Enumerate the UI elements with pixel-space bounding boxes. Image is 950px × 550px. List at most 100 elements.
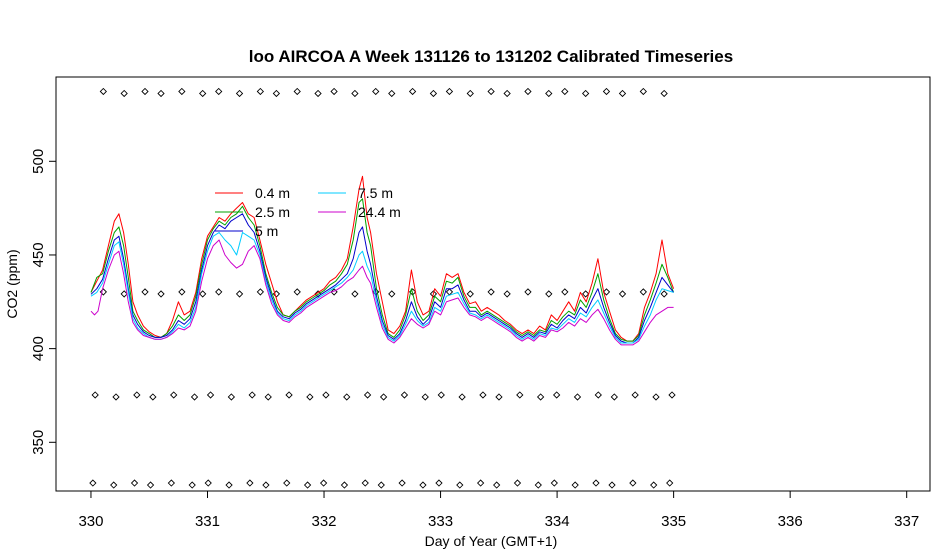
reference-marker xyxy=(666,479,674,487)
reference-marker xyxy=(629,479,637,487)
x-tick-label: 335 xyxy=(661,513,686,530)
reference-marker xyxy=(178,288,186,296)
reference-marker xyxy=(652,393,660,401)
reference-marker xyxy=(262,481,270,489)
reference-marker xyxy=(545,89,553,98)
reference-marker xyxy=(110,481,118,489)
series-line xyxy=(90,213,674,344)
series-line xyxy=(90,232,674,344)
reference-marker xyxy=(246,479,254,487)
reference-marker xyxy=(204,479,212,487)
legend-label: 2.5 m xyxy=(255,204,290,220)
reference-marker xyxy=(351,290,359,298)
reference-marker xyxy=(170,391,178,399)
reference-marker xyxy=(456,481,464,489)
reference-marker xyxy=(592,479,600,487)
reference-marker xyxy=(363,391,372,399)
reference-marker xyxy=(303,481,312,489)
reference-marker xyxy=(516,391,524,399)
x-tick-label: 330 xyxy=(78,513,103,530)
reference-marker xyxy=(215,288,223,296)
reference-marker xyxy=(314,89,322,98)
reference-marker xyxy=(602,288,611,296)
reference-marker xyxy=(466,290,474,298)
reference-marker xyxy=(199,89,207,98)
x-tick-label: 334 xyxy=(545,513,570,530)
plot-frame xyxy=(55,76,931,492)
reference-marker xyxy=(206,391,215,399)
reference-marker xyxy=(227,393,236,401)
reference-marker xyxy=(351,89,359,98)
reference-marker xyxy=(372,87,380,96)
reference-marker xyxy=(524,288,532,296)
y-axis-label: CO2 (ppm) xyxy=(4,249,20,318)
reference-marker xyxy=(618,89,627,98)
reference-marker xyxy=(421,393,429,401)
reference-marker xyxy=(343,393,351,401)
reference-marker xyxy=(408,87,417,96)
reference-marker xyxy=(141,288,149,296)
reference-marker xyxy=(133,391,141,399)
reference-marker xyxy=(293,87,301,96)
legend: 0.4 m 2.5 m 5 m 7.5 m 24.4 m xyxy=(215,185,401,239)
legend-label: 24.4 m xyxy=(358,204,401,220)
reference-marker xyxy=(235,290,244,298)
legend-label: 7.5 m xyxy=(358,185,393,201)
reference-marker xyxy=(561,87,569,96)
series-lines xyxy=(90,175,675,346)
y-tick-label: 450 xyxy=(30,242,47,267)
reference-marker xyxy=(322,391,330,399)
y-tick-label: 500 xyxy=(30,149,47,174)
y-tick-label: 400 xyxy=(30,336,47,361)
reference-marker xyxy=(283,479,291,487)
reference-marker xyxy=(582,89,590,98)
reference-marker xyxy=(157,89,165,98)
reference-marker xyxy=(141,87,149,96)
reference-marker xyxy=(639,87,647,96)
x-axis: 330 331 332 333 334 335 336 337 xyxy=(78,491,919,530)
reference-marker xyxy=(503,89,511,98)
reference-marker xyxy=(660,290,668,298)
series-line xyxy=(90,175,675,342)
reference-marker xyxy=(146,481,155,489)
reference-marker xyxy=(235,89,244,98)
reference-marker xyxy=(435,479,443,487)
reference-marker xyxy=(99,87,107,96)
x-tick-label: 332 xyxy=(312,513,337,530)
reference-marker xyxy=(388,290,396,298)
reference-marker xyxy=(256,87,265,96)
reference-marker xyxy=(573,393,582,401)
legend-label: 5 m xyxy=(255,223,278,239)
reference-marker xyxy=(361,479,369,487)
reference-marker xyxy=(112,393,120,401)
reference-marker xyxy=(248,391,256,399)
reference-marker xyxy=(285,391,293,399)
reference-marker xyxy=(437,391,445,399)
reference-marker xyxy=(602,87,611,96)
y-tick-label: 350 xyxy=(30,430,47,455)
reference-marker xyxy=(293,288,301,296)
reference-marker xyxy=(536,393,545,401)
reference-marker xyxy=(199,290,207,298)
reference-markers xyxy=(89,87,676,489)
legend-label: 0.4 m xyxy=(255,185,290,201)
reference-marker xyxy=(419,481,427,489)
reference-marker xyxy=(379,393,388,401)
series-line xyxy=(90,198,675,342)
x-tick-label: 331 xyxy=(195,513,220,530)
reference-marker xyxy=(340,481,349,489)
reference-marker xyxy=(256,288,265,296)
reference-marker xyxy=(561,288,569,296)
reference-marker xyxy=(388,89,396,98)
reference-marker xyxy=(466,89,474,98)
reference-marker xyxy=(608,481,616,489)
reference-marker xyxy=(550,479,558,487)
reference-marker xyxy=(319,479,328,487)
reference-marker xyxy=(91,391,99,399)
reference-marker xyxy=(149,393,157,401)
reference-marker xyxy=(618,290,627,298)
reference-marker xyxy=(188,481,196,489)
reference-marker xyxy=(513,479,522,487)
reference-marker xyxy=(272,89,281,98)
